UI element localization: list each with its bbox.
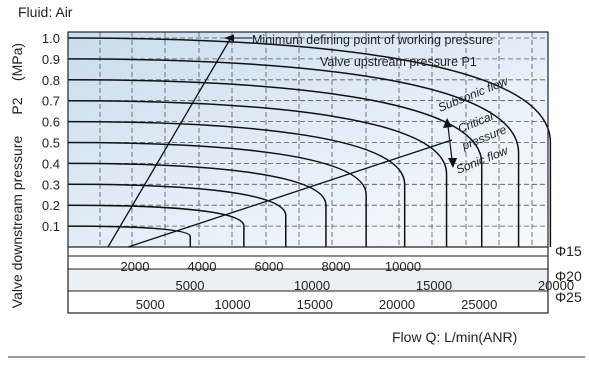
curve-p1-0.1 (67, 225, 192, 247)
curve-p1-0.6 (67, 120, 406, 247)
x-tick-label-Φ15: 4000 (188, 259, 217, 274)
y-tick-label: 0.3 (42, 177, 60, 192)
chart-title: Fluid: Air (18, 4, 73, 20)
x-scale-name: Φ15 (555, 243, 582, 259)
y-tick-labels: 0.1 0.2 0.3 0.4 0.5 0.6 0.7 0.8 0.9 1.0 (42, 31, 60, 234)
x-tick-label-Φ20: 20000 (538, 278, 574, 293)
x-scale-name: Φ25 (555, 289, 582, 305)
chart-border (67, 31, 549, 314)
x-axis-label: Flow Q: L/min(ANR) (392, 329, 517, 345)
y-tick-label: 0.1 (42, 219, 60, 234)
x-tick-label-Φ25: 10000 (214, 297, 250, 312)
x-tick-label-Φ25: 20000 (379, 297, 415, 312)
y-tick-label: 0.8 (42, 73, 60, 88)
flow-regime-arrow (447, 125, 453, 161)
curve-p1-0.2 (67, 204, 245, 247)
chart-frame (67, 31, 549, 314)
annotation-min-point: Minimum defining point of working pressu… (252, 33, 493, 47)
y-tick-label: 0.9 (42, 52, 60, 67)
flow-regime-arrowhead-up (443, 118, 452, 128)
y-axis-label: Valve downstream pressure (9, 136, 25, 309)
pressure-curves (67, 37, 552, 247)
y-tick-label: 0.5 (42, 136, 60, 151)
guide-lines (107, 34, 457, 248)
x-tick-label-Φ25: 5000 (136, 297, 165, 312)
curve-p1-0.7 (67, 99, 448, 247)
x-tick-label-Φ25: 25000 (461, 297, 497, 312)
min-point-arrowhead (224, 34, 234, 42)
curve-p1-0.9 (67, 58, 520, 247)
x-tick-label-Φ25: 15000 (297, 297, 333, 312)
x-tick-label-Φ20: 15000 (416, 278, 452, 293)
x-tick-label-Φ15: 10000 (385, 259, 421, 274)
curve-p1-0.8 (67, 79, 483, 247)
unit-label: (MPa) (9, 43, 25, 81)
x-scale-name: Φ20 (555, 268, 582, 284)
scale-band-phi25 (68, 291, 548, 313)
scale-band-phi15 (68, 247, 548, 269)
y-tick-label: 0.4 (42, 156, 60, 171)
x-tick-label-Φ20: 5000 (176, 278, 205, 293)
x-tick-label-Φ15: 2000 (121, 259, 150, 274)
annotation-upstream: Valve upstream pressure P1 (320, 55, 477, 69)
critical-pressure-line (127, 139, 453, 248)
x-tick-label-Φ15: 8000 (322, 259, 351, 274)
plot-area (68, 32, 548, 247)
min-working-pressure-line (107, 35, 233, 248)
x-tick-label-Φ15: 6000 (255, 259, 284, 274)
flow-regime-arrowhead-down (448, 158, 457, 168)
curve-p1-0.5 (67, 141, 367, 247)
curve-p1-0.3 (67, 183, 287, 247)
y-axis-symbol: P2 (9, 97, 25, 114)
y-tick-label: 0.7 (42, 94, 60, 109)
y-tick-label: 1.0 (42, 31, 60, 46)
y-tick-label: 0.2 (42, 198, 60, 213)
scale-band-phi20 (68, 269, 548, 291)
curve-p1-0.4 (67, 162, 327, 247)
x-tick-label-Φ20: 10000 (294, 278, 330, 293)
curve-p1-1 (67, 37, 552, 247)
y-tick-label: 0.6 (42, 115, 60, 130)
